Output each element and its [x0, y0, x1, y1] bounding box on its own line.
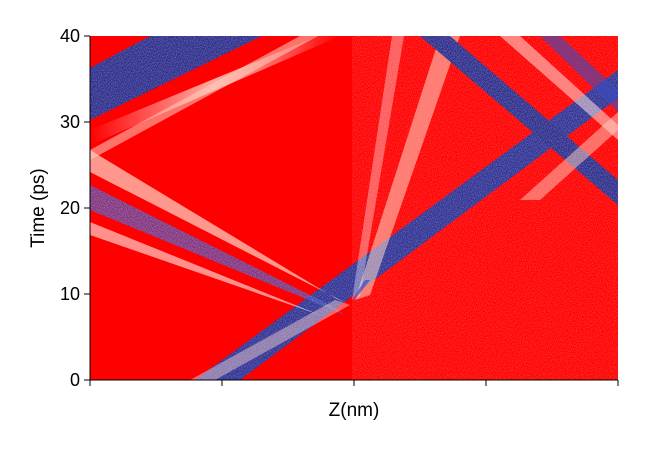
heatmap-band-top-right: [420, 36, 618, 205]
heatmap-rays-v: [352, 36, 460, 300]
y-tick-label: 40: [60, 26, 80, 46]
y-tick-label: 30: [60, 112, 80, 132]
heatmap-fan-bottom-left: [190, 300, 350, 380]
y-axis-label: Time (ps): [28, 168, 49, 248]
heatmap-rays-left: [90, 36, 350, 322]
x-axis-label: Z(nm): [329, 400, 380, 421]
heatmap-band-main: [195, 70, 618, 380]
y-tick-label: 0: [70, 370, 80, 390]
heatmap-plot-area: [90, 36, 618, 380]
y-tick-label: 10: [60, 284, 80, 304]
axes: 0 10 20 30 40: [60, 26, 619, 390]
y-tick-label: 20: [60, 198, 80, 218]
